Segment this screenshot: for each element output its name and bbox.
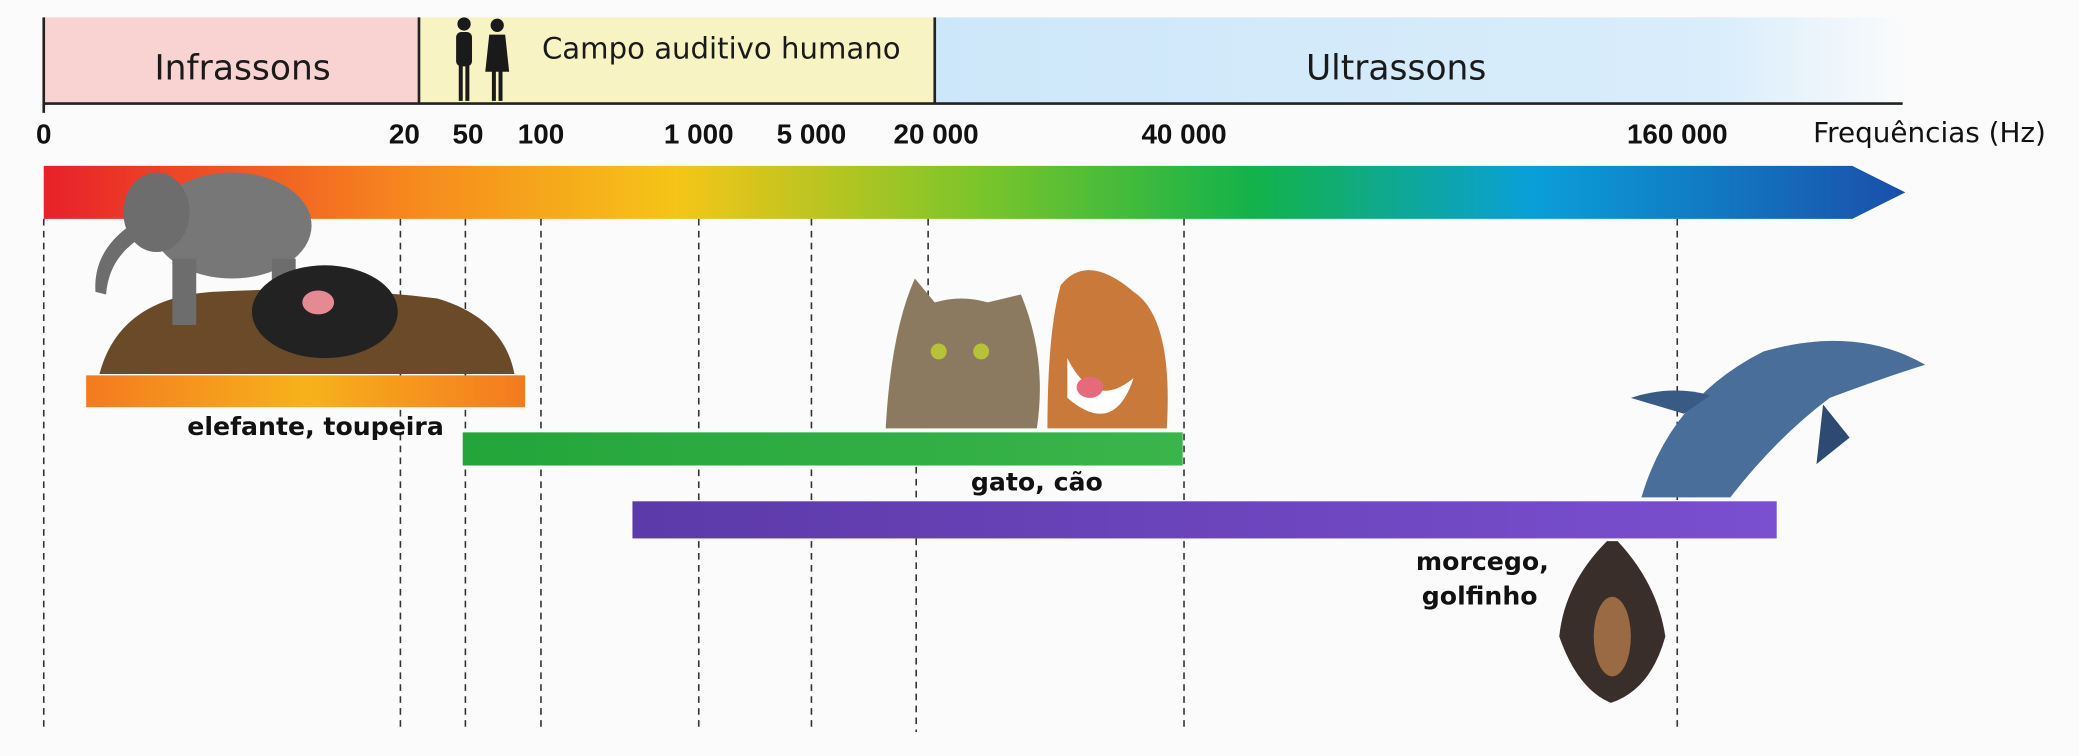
- tick-label: 100: [518, 118, 564, 149]
- range-bar: [632, 501, 1777, 539]
- axis-label: Frequências (Hz): [1813, 116, 2046, 149]
- tick-label: 1 000: [664, 118, 734, 149]
- infra-region: [43, 17, 419, 104]
- tick-label: 5 000: [777, 118, 847, 149]
- spectrum-arrow: [43, 165, 1906, 219]
- range-label: gato, cão: [971, 468, 1103, 497]
- tick-label: 160 000: [1627, 118, 1728, 149]
- ultra-region: [934, 17, 1910, 104]
- range-bar: [86, 375, 526, 408]
- human-icons: [456, 17, 510, 101]
- region-label: Campo auditivo humano: [542, 31, 901, 65]
- bat: [1559, 541, 1666, 703]
- tick-label: 20 000: [894, 118, 979, 149]
- range-label: elefante, toupeira: [187, 412, 444, 441]
- region-label: Infrassons: [155, 49, 331, 89]
- range-bar: [462, 432, 1183, 466]
- tick-label: 0: [36, 118, 51, 149]
- dolphin: [1630, 340, 1926, 498]
- cat-dog: [885, 270, 1168, 429]
- elephant-mole: [95, 172, 515, 375]
- tick-label: 20: [389, 118, 420, 149]
- region-label: Ultrassons: [1306, 49, 1486, 89]
- range-label: morcego,: [1416, 547, 1549, 576]
- tick-label: 40 000: [1141, 118, 1226, 149]
- range-label: golfinho: [1422, 582, 1538, 611]
- tick-label: 50: [453, 118, 484, 149]
